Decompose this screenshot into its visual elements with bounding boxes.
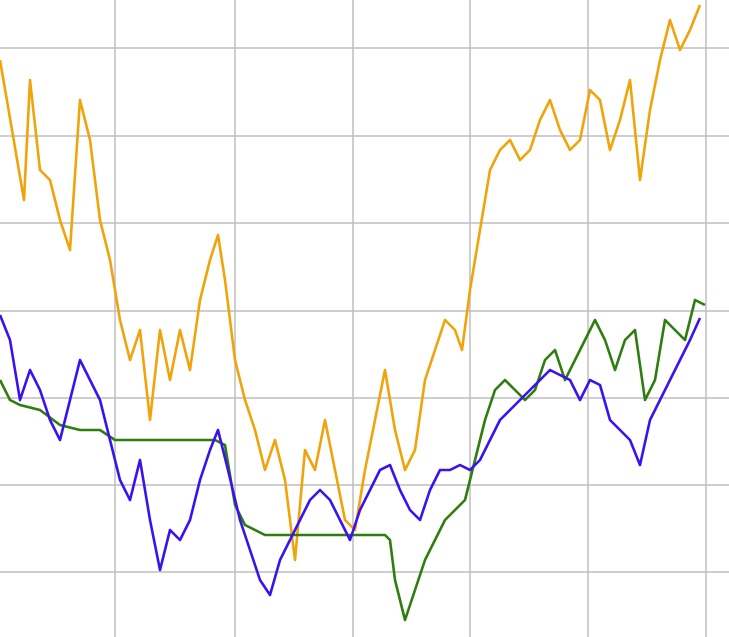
data-line <box>0 4 702 562</box>
data-line <box>0 298 706 622</box>
data-line <box>0 314 702 597</box>
